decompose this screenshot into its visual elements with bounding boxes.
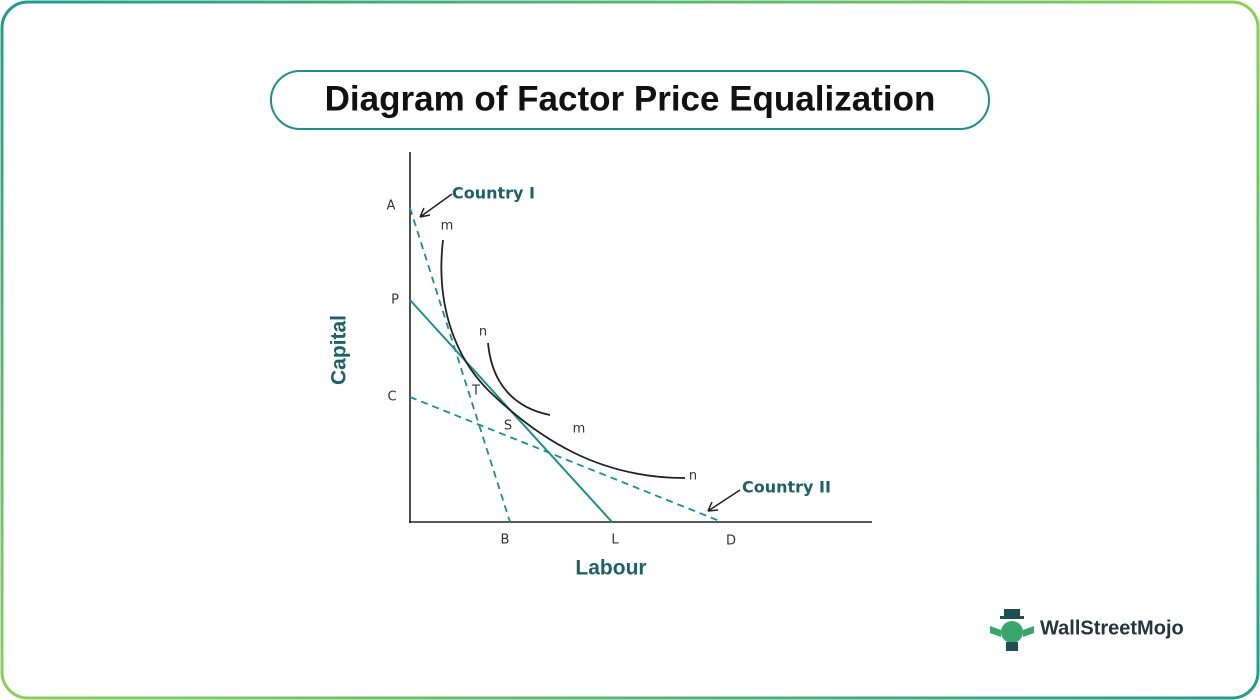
- x-axis-label: Labour: [575, 557, 646, 580]
- logo: WallStreetMojo: [990, 609, 1184, 651]
- logo-text: WallStreetMojo: [1040, 617, 1184, 639]
- curve-long: [440, 239, 686, 479]
- point-label: D: [726, 534, 736, 549]
- curve-label: m: [573, 422, 586, 437]
- point-label: L: [611, 533, 619, 548]
- curve-short: [487, 342, 551, 416]
- line-ab: [409, 207, 511, 523]
- point-label: P: [391, 293, 399, 308]
- curve-label: m: [441, 219, 454, 234]
- point-label: B: [501, 533, 510, 548]
- annotation: Country I: [452, 184, 535, 203]
- arrow-country-2: [707, 489, 741, 512]
- point-label: A: [387, 199, 396, 214]
- point-label: S: [504, 419, 512, 434]
- point-label: T: [471, 384, 480, 399]
- y-axis-label: Capital: [328, 315, 351, 385]
- annotation: Country II: [742, 478, 831, 497]
- curve-label: n: [479, 325, 487, 340]
- title-pill: [270, 70, 990, 130]
- arrow-country-1: [419, 193, 453, 218]
- point-label: C: [387, 390, 396, 405]
- curve-label: n: [689, 469, 697, 484]
- title: Diagram of Factor Price Equalization: [325, 79, 936, 118]
- line-cd: [409, 396, 723, 523]
- diagram: [409, 152, 872, 523]
